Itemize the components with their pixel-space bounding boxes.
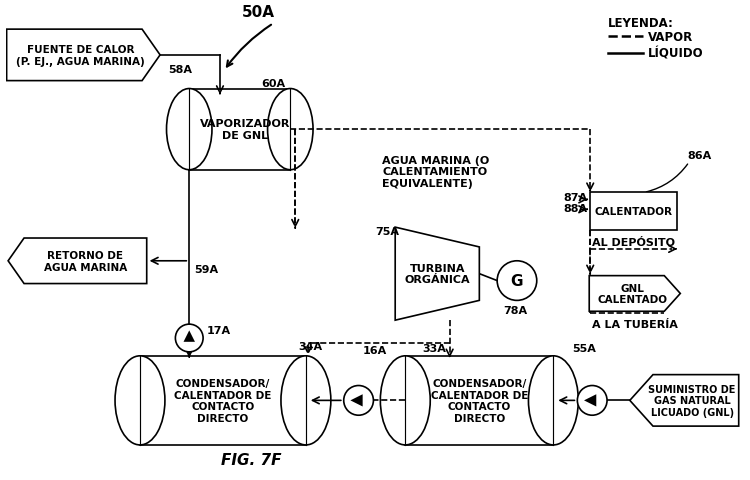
Bar — [189, 89, 290, 170]
Text: G: G — [511, 274, 524, 288]
Text: CONDENSADOR/
CALENTADOR DE
CONTACTO
DIRECTO: CONDENSADOR/ CALENTADOR DE CONTACTO DIRE… — [174, 378, 272, 423]
Text: LÍQUIDO: LÍQUIDO — [648, 48, 704, 60]
Text: FIG. 7F: FIG. 7F — [221, 452, 282, 467]
Polygon shape — [350, 395, 363, 407]
Text: 60A: 60A — [262, 78, 286, 88]
Bar — [590, 193, 677, 230]
Text: CONDENSADOR/
CALENTADOR DE
CONTACTO
DIRECTO: CONDENSADOR/ CALENTADOR DE CONTACTO DIRE… — [430, 378, 528, 423]
Polygon shape — [590, 276, 680, 312]
Text: A LA TUBERÍA: A LA TUBERÍA — [592, 320, 678, 329]
Polygon shape — [395, 228, 479, 321]
Bar — [140, 356, 306, 445]
Ellipse shape — [166, 89, 212, 170]
Text: 34A: 34A — [298, 341, 322, 351]
Text: VAPORIZADOR
DE GNL: VAPORIZADOR DE GNL — [200, 119, 290, 141]
Text: 58A: 58A — [169, 65, 193, 74]
Text: AGUA MARINA (O
CALENTAMIENTO
EQUIVALENTE): AGUA MARINA (O CALENTAMIENTO EQUIVALENTE… — [382, 156, 490, 189]
Ellipse shape — [281, 356, 331, 445]
Text: VAPOR: VAPOR — [648, 31, 693, 44]
Text: AL DEPÓSITO: AL DEPÓSITO — [592, 238, 675, 248]
Text: 75A: 75A — [376, 227, 400, 237]
Circle shape — [497, 261, 537, 301]
Text: SUMINISTRO DE
GAS NATURAL
LICUADO (GNL): SUMINISTRO DE GAS NATURAL LICUADO (GNL) — [649, 384, 736, 417]
Text: 78A: 78A — [503, 306, 527, 316]
Polygon shape — [8, 239, 147, 284]
Text: GNL
CALENTADO: GNL CALENTADO — [598, 283, 668, 305]
Text: TURBINA
ORGÁNICA: TURBINA ORGÁNICA — [404, 264, 470, 285]
Text: CALENTADOR: CALENTADOR — [595, 207, 673, 217]
Circle shape — [578, 386, 607, 415]
Polygon shape — [184, 331, 195, 342]
Ellipse shape — [268, 89, 313, 170]
Circle shape — [176, 324, 203, 352]
Ellipse shape — [380, 356, 430, 445]
Text: 16A: 16A — [362, 345, 387, 355]
Text: 87A: 87A — [563, 193, 587, 203]
Polygon shape — [584, 395, 596, 407]
Text: 55A: 55A — [572, 343, 596, 353]
Text: 17A: 17A — [207, 325, 231, 336]
Text: 88A: 88A — [563, 204, 587, 214]
Text: FUENTE DE CALOR
(P. EJ., AGUA MARINA): FUENTE DE CALOR (P. EJ., AGUA MARINA) — [16, 45, 145, 67]
Circle shape — [344, 386, 374, 415]
Bar — [405, 356, 554, 445]
Text: 50A: 50A — [242, 5, 275, 20]
Text: 59A: 59A — [194, 264, 218, 274]
Polygon shape — [7, 30, 160, 82]
Text: RETORNO DE
AGUA MARINA: RETORNO DE AGUA MARINA — [44, 251, 127, 272]
Text: 86A: 86A — [687, 151, 712, 160]
Polygon shape — [630, 375, 739, 426]
Ellipse shape — [115, 356, 165, 445]
Text: LEYENDA:: LEYENDA: — [608, 17, 674, 30]
Ellipse shape — [529, 356, 578, 445]
Text: 33A: 33A — [422, 343, 445, 353]
